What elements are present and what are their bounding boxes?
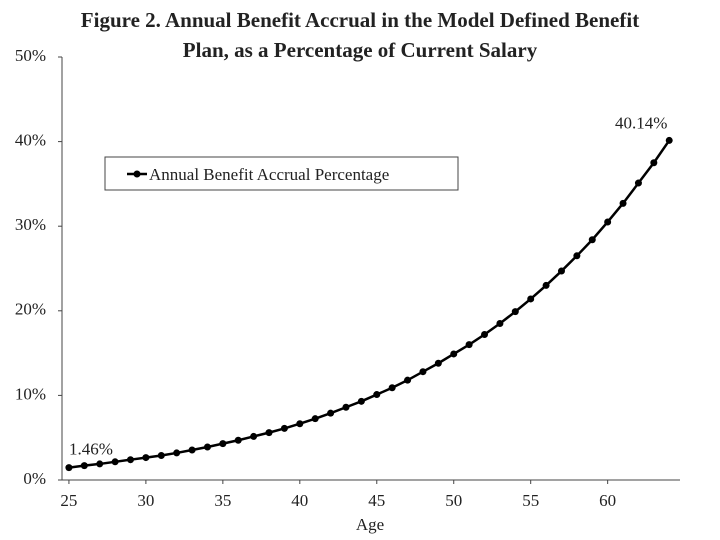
chart-title: Figure 2. Annual Benefit Accrual in the …: [81, 8, 639, 32]
data-point: [511, 308, 519, 316]
series-line: [68, 139, 671, 469]
data-point: [665, 136, 673, 144]
y-tick-label: 10%: [15, 384, 46, 403]
data-point: [357, 397, 365, 405]
data-point: [619, 199, 627, 207]
data-point: [588, 236, 596, 244]
data-point: [465, 341, 473, 349]
x-tick-label: 55: [522, 491, 539, 510]
y-tick-label: 40%: [15, 131, 46, 150]
x-tick-label: 60: [599, 491, 616, 510]
data-point: [557, 267, 565, 275]
data-point: [542, 281, 550, 289]
data-point: [604, 218, 612, 226]
x-tick-label: 40: [291, 491, 308, 510]
y-tick-label: 30%: [15, 215, 46, 234]
x-tick-label: 50: [445, 491, 462, 510]
data-point: [327, 409, 335, 417]
data-label: 1.46%: [69, 440, 113, 459]
data-point: [219, 440, 227, 448]
legend-box: [104, 156, 459, 191]
data-point: [65, 464, 73, 472]
data-point: [373, 391, 381, 399]
y-tick-label: 0%: [23, 469, 46, 488]
chart-title-line2: Plan, as a Percentage of Current Salary: [183, 38, 538, 62]
data-point: [311, 415, 319, 423]
data-point: [188, 446, 196, 454]
data-label: 40.14%: [615, 113, 667, 132]
x-tick-label: 45: [368, 491, 385, 510]
data-point: [203, 443, 211, 451]
legend-label: Annual Benefit Accrual Percentage: [149, 165, 389, 184]
data-point: [111, 458, 119, 466]
data-point: [496, 319, 504, 327]
data-point: [573, 252, 581, 260]
data-point: [96, 460, 104, 468]
data-point: [404, 376, 412, 384]
data-point: [157, 451, 165, 459]
y-tick-label: 20%: [15, 300, 46, 319]
x-tick-label: 25: [60, 491, 77, 510]
data-point: [419, 368, 427, 376]
data-point: [481, 330, 489, 338]
data-point: [527, 295, 535, 303]
data-point: [650, 159, 658, 167]
legend-marker: [133, 170, 141, 178]
data-point: [342, 403, 350, 411]
x-tick-label: 30: [137, 491, 154, 510]
data-point: [173, 449, 181, 457]
y-tick-label: 50%: [15, 46, 46, 65]
data-point: [450, 350, 458, 358]
data-point: [434, 359, 442, 367]
x-tick-label: 35: [214, 491, 231, 510]
data-point: [234, 436, 242, 444]
data-point: [80, 462, 88, 470]
data-point: [296, 420, 304, 428]
data-point: [388, 384, 396, 392]
data-point: [634, 179, 642, 187]
data-point: [280, 424, 288, 432]
data-point: [142, 454, 150, 462]
data-point: [126, 456, 134, 464]
x-axis-label: Age: [356, 515, 384, 534]
data-point: [250, 432, 258, 440]
data-point: [265, 429, 273, 437]
